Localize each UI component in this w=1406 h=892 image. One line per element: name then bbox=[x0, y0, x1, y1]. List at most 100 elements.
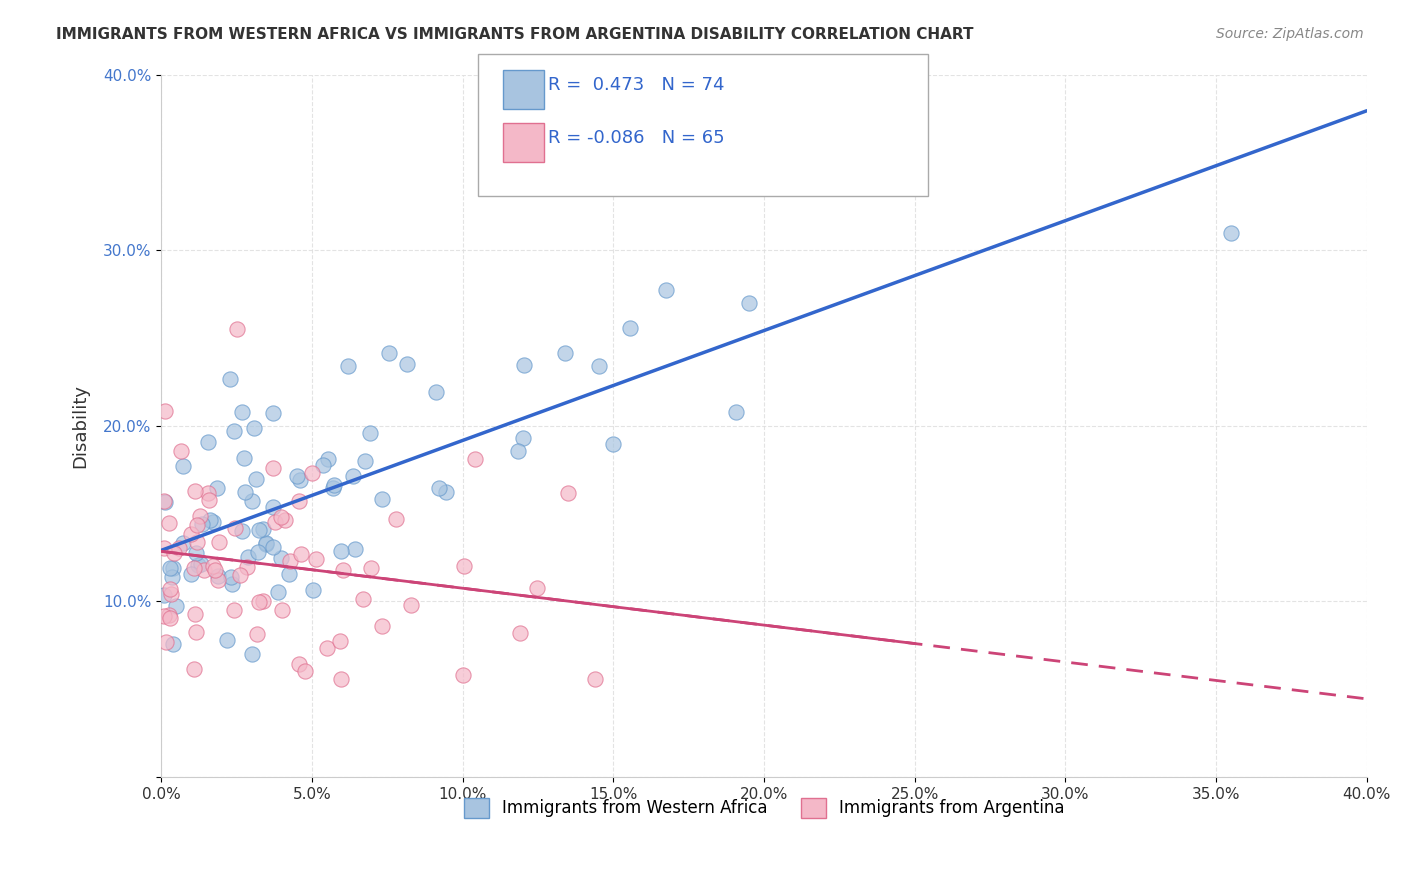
Point bbox=[193, 563, 215, 577]
Point bbox=[371, 619, 394, 633]
Point bbox=[371, 491, 394, 506]
Point bbox=[290, 547, 312, 561]
Point bbox=[554, 346, 576, 360]
Point bbox=[222, 424, 245, 438]
Point bbox=[233, 450, 256, 465]
Point bbox=[336, 359, 359, 374]
Point bbox=[508, 443, 530, 458]
Point bbox=[360, 425, 382, 440]
Point bbox=[240, 494, 263, 508]
Point bbox=[180, 526, 202, 541]
Point bbox=[738, 295, 761, 310]
Point bbox=[219, 372, 242, 386]
Point bbox=[224, 521, 246, 535]
Point bbox=[329, 633, 352, 648]
Point bbox=[302, 583, 325, 598]
Point bbox=[262, 461, 284, 475]
Point bbox=[512, 431, 534, 445]
Point bbox=[330, 673, 353, 687]
Point bbox=[254, 536, 277, 550]
Point bbox=[342, 469, 364, 483]
Point bbox=[245, 472, 267, 486]
Point bbox=[434, 485, 457, 500]
Point bbox=[526, 581, 548, 595]
Point bbox=[285, 469, 308, 483]
Point bbox=[602, 437, 624, 451]
Point bbox=[197, 486, 219, 500]
Point bbox=[385, 512, 408, 526]
Point bbox=[509, 626, 531, 640]
Point bbox=[243, 420, 266, 434]
Point bbox=[263, 515, 285, 529]
Point bbox=[184, 607, 207, 622]
Point bbox=[207, 573, 229, 587]
Point bbox=[197, 434, 219, 449]
Point bbox=[197, 493, 219, 508]
Point bbox=[425, 384, 447, 399]
Point bbox=[267, 584, 290, 599]
Point bbox=[215, 633, 238, 648]
Point bbox=[159, 516, 181, 530]
Point bbox=[162, 561, 184, 575]
Point bbox=[162, 637, 184, 651]
Point bbox=[204, 563, 226, 577]
Point bbox=[287, 657, 309, 672]
Point bbox=[427, 481, 450, 495]
Point bbox=[278, 554, 301, 568]
Point bbox=[160, 570, 183, 584]
Point bbox=[240, 647, 263, 661]
Point bbox=[153, 494, 176, 508]
Point bbox=[153, 541, 176, 555]
Point bbox=[270, 510, 292, 524]
Point bbox=[236, 560, 259, 574]
Point bbox=[312, 458, 335, 473]
Point bbox=[167, 541, 190, 555]
Point bbox=[225, 322, 247, 336]
Point bbox=[190, 516, 212, 531]
Point bbox=[270, 603, 292, 617]
Point bbox=[288, 473, 311, 487]
Point bbox=[464, 451, 486, 466]
Point bbox=[186, 535, 208, 549]
Point bbox=[219, 570, 242, 584]
Point bbox=[395, 357, 418, 371]
Point bbox=[184, 483, 207, 498]
Point bbox=[329, 544, 352, 558]
Point bbox=[322, 481, 344, 495]
Point bbox=[316, 451, 339, 466]
Point bbox=[231, 524, 253, 539]
Point bbox=[153, 588, 176, 602]
Legend: Immigrants from Western Africa, Immigrants from Argentina: Immigrants from Western Africa, Immigran… bbox=[457, 791, 1071, 825]
Point bbox=[231, 405, 253, 419]
Point bbox=[208, 535, 231, 549]
Point bbox=[262, 541, 284, 555]
Point bbox=[262, 406, 284, 420]
Point bbox=[155, 404, 177, 418]
Point bbox=[163, 546, 186, 560]
Point bbox=[186, 558, 208, 572]
Point bbox=[205, 481, 228, 495]
Y-axis label: Disability: Disability bbox=[72, 384, 89, 467]
Point bbox=[207, 569, 229, 583]
Point bbox=[153, 495, 176, 509]
Point bbox=[183, 661, 205, 675]
Point bbox=[184, 546, 207, 560]
Point bbox=[323, 478, 346, 492]
Point bbox=[172, 459, 194, 474]
Point bbox=[198, 513, 221, 527]
Point bbox=[165, 599, 187, 613]
Point bbox=[247, 595, 270, 609]
Point bbox=[246, 626, 269, 640]
Point bbox=[278, 566, 301, 581]
Point bbox=[453, 558, 475, 573]
Point bbox=[201, 558, 224, 573]
Point bbox=[354, 454, 377, 468]
Point bbox=[360, 561, 382, 575]
Point bbox=[183, 561, 205, 575]
Point bbox=[270, 551, 292, 566]
Point bbox=[252, 594, 274, 608]
Point bbox=[186, 517, 208, 532]
Text: R =  0.473   N = 74: R = 0.473 N = 74 bbox=[548, 76, 725, 94]
Point bbox=[159, 582, 181, 597]
Point bbox=[246, 545, 269, 559]
